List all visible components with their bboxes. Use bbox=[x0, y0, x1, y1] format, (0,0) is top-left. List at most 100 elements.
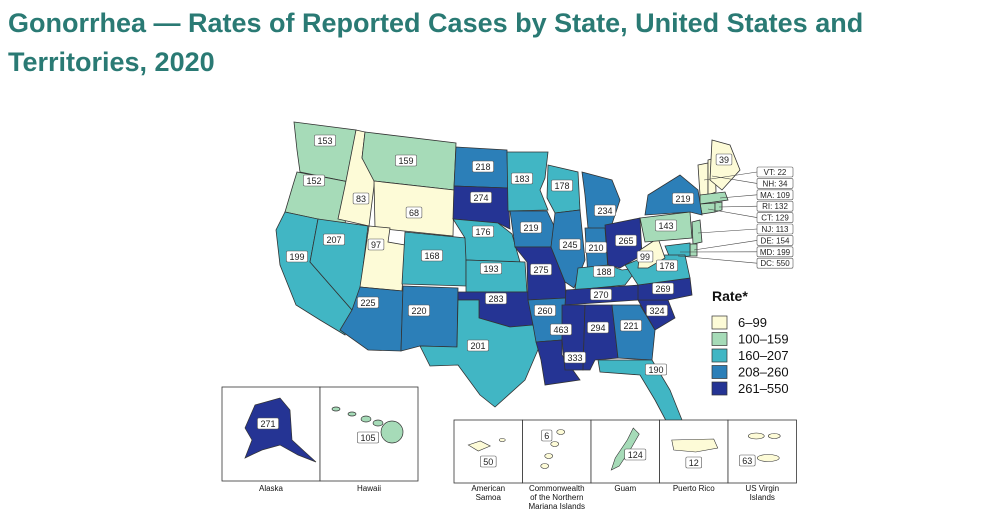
territory-caption: Puerto Rico bbox=[673, 484, 715, 493]
state-mn-rate-label: 183 bbox=[514, 174, 529, 184]
state-nc-rate-label-box bbox=[652, 282, 674, 295]
state-wa-rate-label: 153 bbox=[317, 136, 332, 146]
state-tx-rate-label-box bbox=[467, 339, 489, 352]
territory-shape bbox=[671, 438, 719, 453]
legend-label: 6–99 bbox=[738, 315, 767, 330]
state-wv-rate-label-box bbox=[636, 250, 654, 263]
state-az-rate-label: 225 bbox=[360, 298, 375, 308]
territory-caption: US Virgin Islands bbox=[745, 484, 779, 502]
legend-title: Rate* bbox=[712, 288, 748, 304]
legend-label: 160–207 bbox=[738, 348, 789, 363]
territory-inset-frame bbox=[453, 419, 523, 484]
territory-rate-label: 63 bbox=[742, 456, 752, 466]
callout-box bbox=[756, 212, 794, 223]
state-nd-rate-label: 218 bbox=[475, 162, 490, 172]
hawaii-island bbox=[380, 420, 404, 444]
territory-rate-label: 124 bbox=[628, 450, 643, 460]
state-sd bbox=[452, 185, 511, 230]
territory-inset-frame bbox=[727, 419, 797, 484]
state-wi-rate-label-box bbox=[551, 179, 573, 192]
hawaii-island bbox=[331, 406, 341, 412]
state-sd-rate-label: 274 bbox=[473, 193, 488, 203]
state-ny-rate-label-box bbox=[672, 192, 694, 205]
state-in-rate-label: 210 bbox=[588, 243, 603, 253]
state-ar-rate-label-box bbox=[534, 304, 556, 317]
states-layer bbox=[275, 121, 741, 433]
hawaii-island bbox=[360, 415, 372, 423]
state-ga bbox=[611, 304, 656, 361]
state-nv-rate-label: 207 bbox=[326, 235, 341, 245]
state-tx-rate-label: 201 bbox=[470, 341, 485, 351]
callout-leader bbox=[707, 208, 758, 218]
state-al-rate-label-box bbox=[587, 321, 609, 334]
map-title: Gonorrhea — Rates of Reported Cases by S… bbox=[8, 8, 864, 77]
territory-shape bbox=[544, 453, 554, 459]
callout-label: DE: 154 bbox=[761, 236, 790, 245]
state-ga-rate-label: 221 bbox=[623, 321, 638, 331]
state-nm-rate-label: 220 bbox=[411, 306, 426, 316]
state-ms-rate-label: 333 bbox=[567, 353, 582, 363]
state-sc-rate-label-box bbox=[646, 304, 668, 317]
state-ut-rate-label-box bbox=[367, 238, 385, 251]
callout-label: MD: 199 bbox=[760, 248, 791, 257]
insets-layer: 271 Alaska 105 Hawaii 50 American Samoa 6 Common… bbox=[221, 386, 797, 511]
callout-label: MA: 109 bbox=[760, 191, 790, 200]
state-nm bbox=[400, 285, 459, 352]
state-id-rate-label-box bbox=[352, 192, 370, 205]
state-nv-rate-label-box bbox=[323, 233, 345, 246]
state-fl-rate-label-box bbox=[645, 363, 667, 376]
state-vt bbox=[697, 162, 709, 196]
territory-shape bbox=[540, 463, 550, 469]
callouts-layer: VT: 22 NH: 34 MA: 109 RI: 132 CT: 129 NJ: 113… bbox=[677, 166, 794, 269]
alaska-caption: Alaska bbox=[259, 484, 284, 493]
state-va-rate-label: 178 bbox=[659, 261, 674, 271]
state-la-rate-label: 463 bbox=[553, 325, 568, 335]
state-ia-rate-label-box bbox=[520, 221, 542, 234]
state-ak-rate-label: 271 bbox=[260, 419, 275, 429]
state-ca-rate-label-box bbox=[286, 250, 308, 263]
legend-label: 208–260 bbox=[738, 365, 789, 380]
state-mi-rate-label-box bbox=[594, 204, 616, 217]
callout-box bbox=[756, 246, 794, 258]
state-ky-rate-label-box bbox=[593, 265, 615, 278]
state-ny-rate-label: 219 bbox=[675, 194, 690, 204]
callout-leader bbox=[703, 171, 758, 181]
territory-shape bbox=[747, 432, 765, 440]
state-nm-rate-label-box bbox=[408, 304, 430, 317]
state-md bbox=[664, 242, 691, 259]
legend-label: 100–159 bbox=[738, 332, 789, 347]
state-wy-rate-label-box bbox=[405, 206, 423, 219]
legend-swatch bbox=[711, 381, 728, 396]
state-me-rate-label: 39 bbox=[719, 155, 729, 165]
callout-leader bbox=[711, 175, 758, 184]
callout-label: NJ: 113 bbox=[762, 225, 790, 234]
territory-shape bbox=[556, 429, 566, 435]
state-al-rate-label: 294 bbox=[590, 323, 605, 333]
territory-rate-label-box bbox=[624, 448, 647, 461]
state-id-rate-label: 83 bbox=[356, 194, 366, 204]
state-ok-rate-label-box bbox=[485, 292, 507, 305]
state-mi-rate-label: 234 bbox=[597, 206, 612, 216]
state-ut-rate-label: 97 bbox=[371, 240, 381, 250]
state-in-rate-label-box bbox=[585, 241, 607, 254]
callout-label: NH: 34 bbox=[763, 179, 788, 188]
state-co-rate-label-box bbox=[421, 249, 443, 262]
territory-caption: Commonwealth of the Northern Mariana Islan… bbox=[529, 484, 585, 511]
callout-label: CT: 129 bbox=[761, 214, 789, 223]
legend-swatch bbox=[711, 332, 728, 346]
state-tn-rate-label-box bbox=[590, 288, 612, 301]
callout-box bbox=[756, 189, 794, 201]
state-wi-rate-label: 178 bbox=[554, 181, 569, 191]
state-fl-rate-label: 190 bbox=[648, 365, 663, 375]
state-ky-rate-label: 188 bbox=[596, 267, 611, 277]
state-nj bbox=[691, 219, 703, 245]
state-nc-rate-label: 269 bbox=[655, 284, 670, 294]
territory-rate-label-box bbox=[685, 456, 702, 469]
callout-box bbox=[756, 223, 794, 235]
state-ks-rate-label: 193 bbox=[483, 264, 498, 274]
state-sc-rate-label: 324 bbox=[649, 306, 664, 316]
state-ok-rate-label: 283 bbox=[488, 294, 503, 304]
state-or-rate-label-box bbox=[303, 174, 325, 187]
state-tn-rate-label: 270 bbox=[593, 290, 608, 300]
